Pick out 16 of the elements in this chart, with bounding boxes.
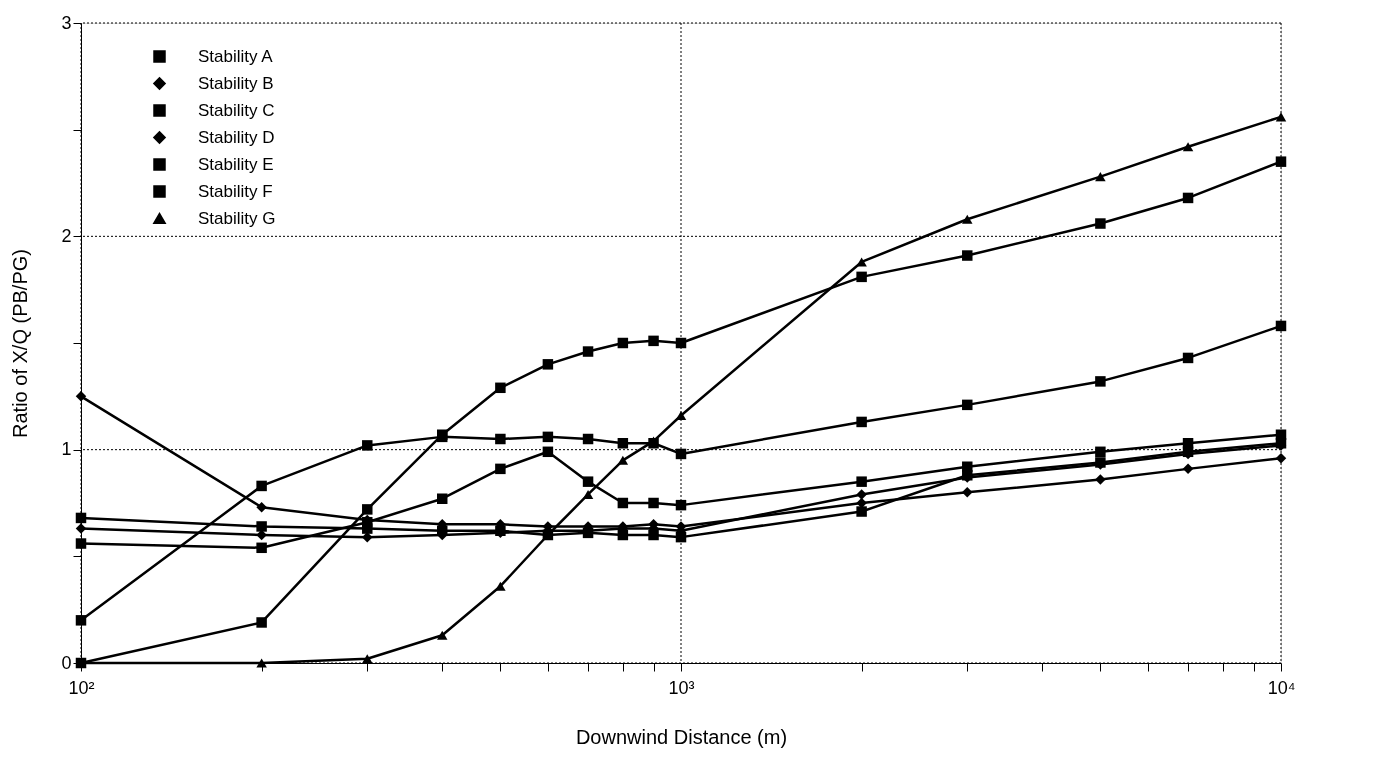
y-axis-title: Ratio of X/Q (PB/PG) bbox=[9, 249, 32, 438]
legend-label: Stability B bbox=[198, 73, 274, 93]
y-tick-label: 2 bbox=[61, 225, 72, 246]
legend-label: Stability A bbox=[198, 46, 274, 66]
legend-label: Stability G bbox=[198, 208, 276, 228]
y-tick-label: 0 bbox=[61, 652, 72, 673]
x-tick-label: 10³ bbox=[668, 677, 695, 698]
x-tick-label: 10⁴ bbox=[1267, 677, 1296, 698]
legend-label: Stability D bbox=[198, 127, 275, 147]
y-tick-label: 1 bbox=[61, 439, 72, 460]
x-axis-title: Downwind Distance (m) bbox=[575, 725, 788, 748]
legend-label: Stability E bbox=[198, 154, 274, 174]
x-tick-label: 10² bbox=[68, 677, 95, 698]
legend-label: Stability F bbox=[198, 181, 273, 201]
legend-label: Stability C bbox=[198, 100, 275, 120]
y-tick-label: 3 bbox=[61, 12, 72, 33]
